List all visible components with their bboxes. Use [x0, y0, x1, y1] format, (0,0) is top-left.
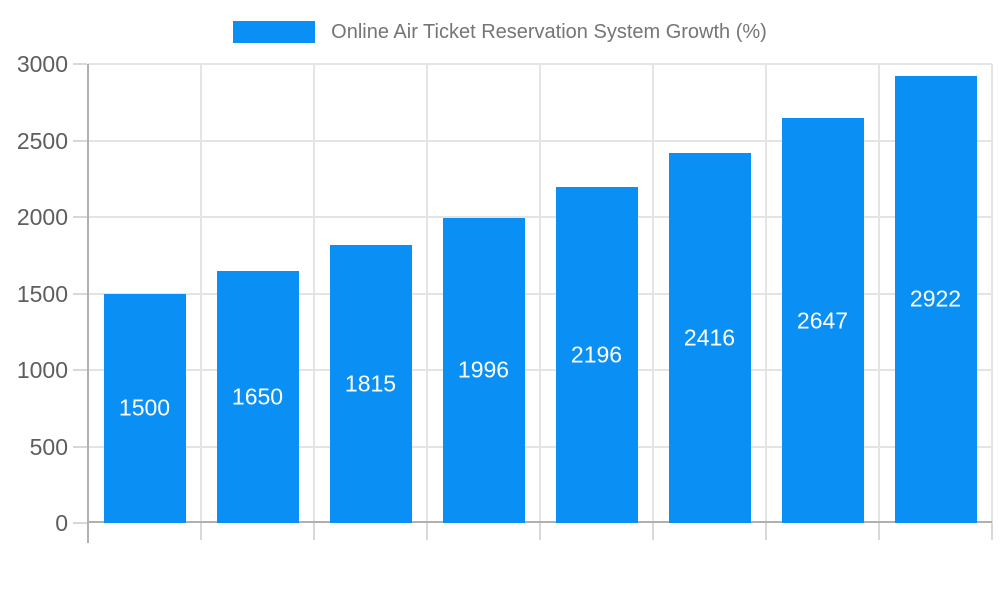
x-axis-tick — [313, 523, 315, 540]
y-axis-tick — [73, 216, 87, 218]
x-axis-tick — [765, 523, 767, 540]
x-gridline — [313, 64, 315, 523]
y-tick-label: 2000 — [16, 204, 68, 230]
bar-2032-2033[interactable]: 2922 — [894, 75, 977, 523]
bar-2028-2029[interactable]: 1996 — [442, 217, 525, 523]
bar-value-label: 1650 — [231, 383, 284, 410]
bar-value-label: 2416 — [683, 324, 736, 351]
y-axis-tick — [73, 63, 87, 65]
bar-value-label: 2647 — [796, 307, 849, 333]
x-gridline — [765, 64, 767, 523]
x-axis-line — [88, 521, 992, 523]
bar-2026-2027[interactable]: 1650 — [216, 270, 299, 523]
x-gridline — [991, 64, 993, 523]
y-tick-label: 3000 — [16, 51, 68, 77]
y-tick-label: 1000 — [16, 357, 68, 383]
x-axis-tick — [652, 523, 654, 540]
x-category-label: 2025-2026 — [15, 589, 186, 600]
y-tick-label: 500 — [29, 433, 68, 460]
x-gridline — [878, 64, 880, 523]
chart-legend[interactable]: Online Air Ticket Reservation System Gro… — [0, 16, 1000, 48]
y-tick-label: 0 — [55, 510, 68, 536]
x-axis-tick — [200, 523, 202, 540]
bar-2029-2030[interactable]: 2196 — [555, 187, 638, 523]
x-gridline — [652, 64, 654, 523]
bar-2027-2028[interactable]: 1815 — [329, 245, 412, 523]
y-tick-label: 2500 — [16, 127, 68, 154]
x-gridline — [426, 64, 428, 523]
bar-2025-2026[interactable]: 1500 — [103, 293, 186, 523]
x-gridline — [539, 64, 541, 523]
bar-value-label: 1996 — [457, 356, 510, 383]
legend-label: Online Air Ticket Reservation System Gro… — [331, 20, 767, 43]
x-gridline — [200, 64, 202, 523]
y-axis-line — [87, 64, 89, 543]
y-axis-tick — [73, 369, 87, 371]
legend-swatch — [233, 21, 316, 43]
y-tick-label: 1500 — [16, 280, 68, 307]
bar-value-label: 2196 — [570, 341, 623, 368]
y-axis-tick — [73, 139, 87, 142]
x-axis-tick — [878, 523, 880, 540]
x-axis-tick — [991, 523, 993, 540]
x-axis-tick — [426, 523, 428, 540]
x-axis-tick — [539, 523, 541, 540]
bar-value-label: 1500 — [118, 394, 171, 421]
bar-value-label: 1815 — [344, 370, 397, 397]
bar-2030-2031[interactable]: 2416 — [668, 153, 751, 523]
bar-2031-2032[interactable]: 2647 — [781, 118, 864, 523]
bar-value-label: 2922 — [909, 285, 962, 312]
y-axis-tick — [73, 445, 87, 448]
plot-area: 0 500 1000 1500 2000 2500 3000 1500 1650 1815 1996… — [17, 51, 993, 600]
y-axis-tick — [73, 292, 87, 295]
y-axis-tick — [73, 522, 87, 524]
